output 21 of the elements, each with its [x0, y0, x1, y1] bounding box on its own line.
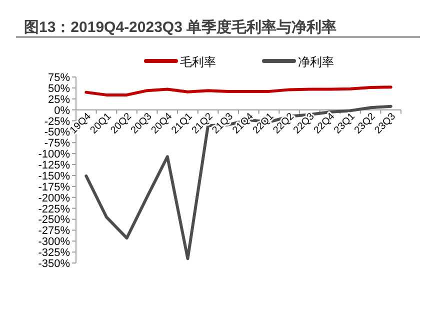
y-tick-label: -350%	[38, 258, 70, 270]
y-tick-label: -100%	[38, 148, 70, 161]
y-tick-label: 50%	[48, 82, 70, 95]
y-tick-label: -50%	[44, 126, 70, 139]
chart-title: 图13：2019Q4-2023Q3 单季度毛利率与净利率	[24, 18, 337, 36]
y-tick-label: -25%	[44, 116, 70, 128]
y-tick-label: -150%	[38, 170, 70, 182]
y-tick-label: -325%	[38, 247, 70, 260]
y-tick-label: 25%	[48, 94, 70, 106]
y-tick-label: -75%	[44, 138, 70, 150]
y-tick-label: -300%	[38, 236, 70, 248]
y-tick-label: -200%	[38, 192, 70, 204]
y-tick-label: -250%	[38, 214, 70, 226]
y-tick-label: 0%	[54, 104, 70, 117]
legend-label: 毛利率	[180, 55, 216, 69]
y-tick-label: -125%	[38, 160, 70, 172]
y-tick-label: -275%	[38, 225, 70, 238]
legend-label: 净利率	[298, 55, 334, 69]
y-tick-label: -175%	[38, 181, 70, 194]
y-tick-label: -225%	[38, 203, 70, 216]
y-tick-label: 75%	[48, 72, 70, 84]
